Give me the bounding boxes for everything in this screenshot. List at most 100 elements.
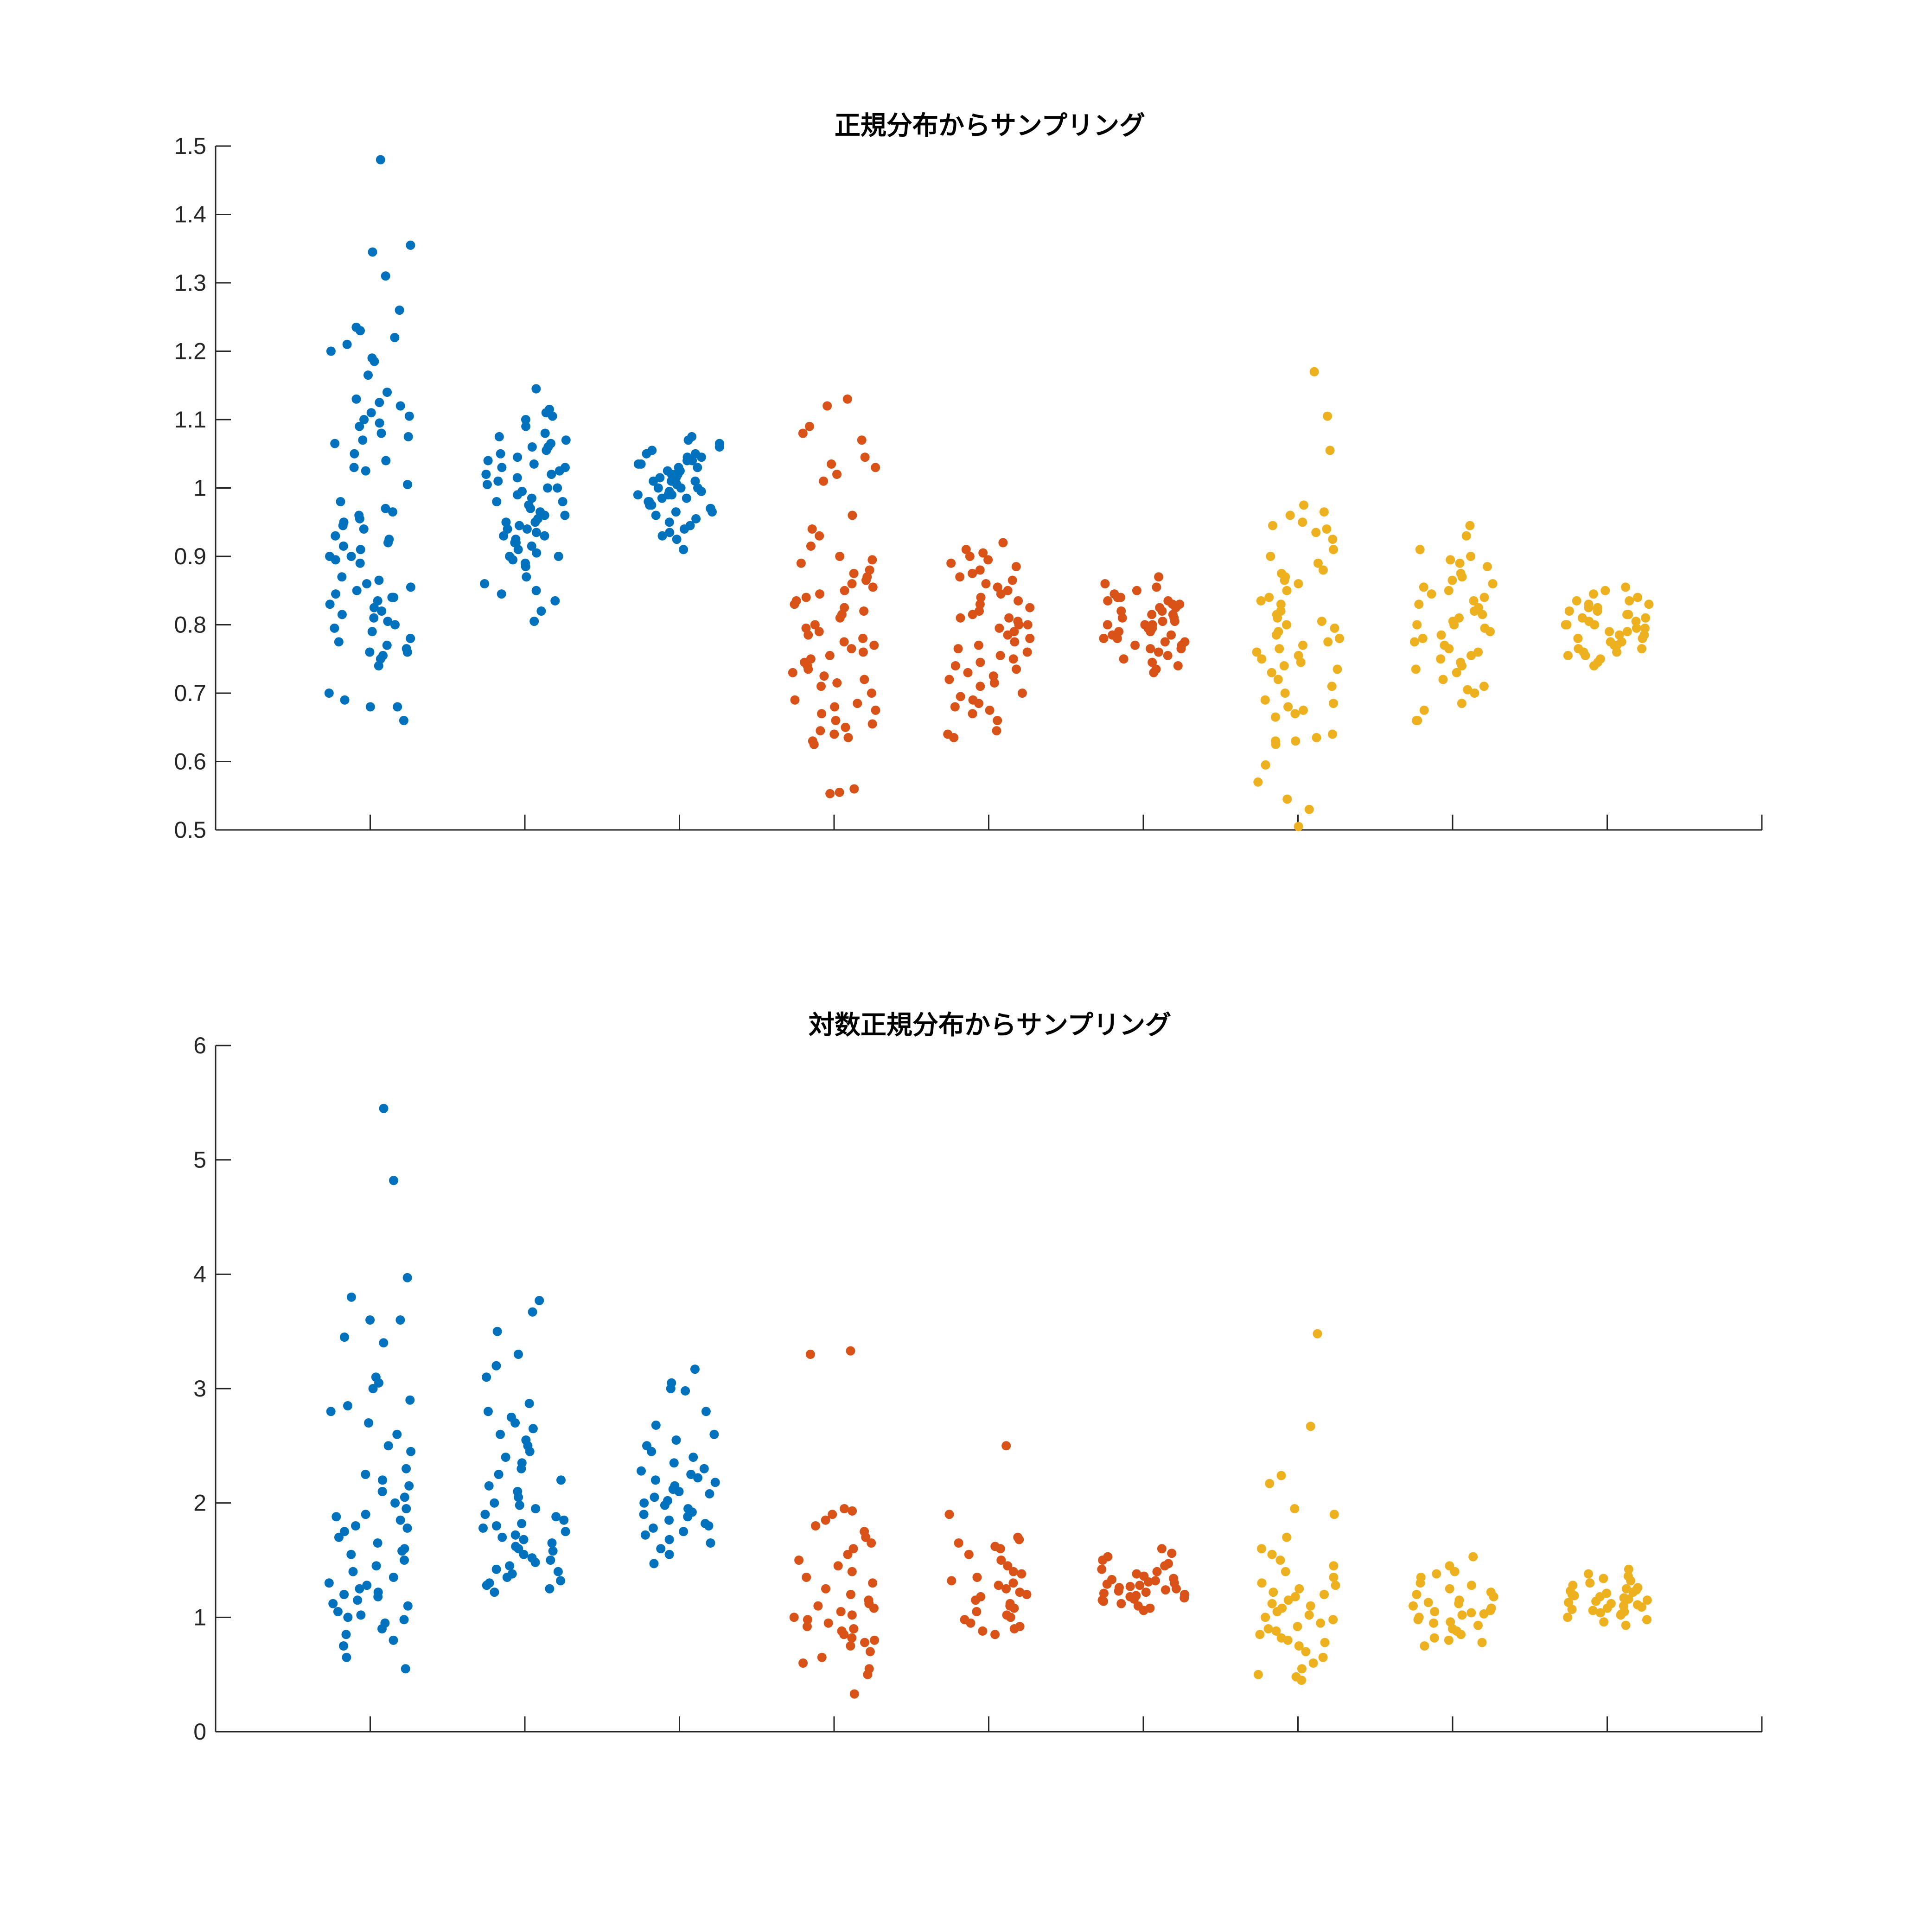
bottom-chart-data-point [1290, 1504, 1300, 1513]
top-chart-data-point [657, 531, 667, 541]
bottom-chart-data-point [1584, 1569, 1593, 1579]
top-chart-data-point [835, 787, 844, 797]
top-chart-data-point [683, 435, 693, 445]
top-chart-data-point [665, 528, 675, 537]
top-chart-data-point [867, 555, 877, 565]
top-chart-data-point [803, 630, 813, 640]
top-chart-data-point [1299, 500, 1308, 510]
top-chart-data-point [956, 692, 965, 701]
bottom-chart-data-point [333, 1607, 343, 1616]
bottom-chart-data-point [561, 1527, 570, 1537]
bottom-chart-data-point [397, 1546, 407, 1556]
top-chart-data-point [513, 453, 523, 462]
bottom-chart-data-point [1599, 1617, 1609, 1627]
top-chart-data-point [968, 610, 977, 619]
top-chart-data-point [494, 432, 504, 441]
top-chart-data-point [1012, 664, 1021, 674]
top-chart-data-point [349, 463, 359, 472]
bottom-chart-data-point [681, 1386, 690, 1396]
bottom-chart-data-point [966, 1618, 976, 1628]
bottom-chart-data-point [334, 1532, 344, 1542]
bottom-chart-data-point [556, 1475, 566, 1485]
top-chart-data-point [1119, 654, 1129, 664]
bottom-chart-data-point [1450, 1567, 1460, 1576]
top-chart-data-point [1593, 606, 1602, 616]
top-chart-data-point [1457, 572, 1467, 582]
top-chart-data-point [1415, 545, 1425, 555]
bottom-chart-data-point [379, 1103, 389, 1113]
bottom-chart-data-point [365, 1315, 375, 1325]
top-chart-data-point [1563, 650, 1573, 660]
top-chart-data-point [499, 531, 509, 541]
top-chart-data-point [848, 510, 857, 520]
top-chart-data-point [1461, 531, 1471, 541]
bottom-chart-data-point [1265, 1479, 1275, 1488]
bottom-chart-data-point [1331, 1581, 1340, 1590]
bottom-chart-data-point [1001, 1441, 1011, 1451]
top-chart-data-point [1327, 682, 1337, 691]
top-chart-data-point [963, 668, 973, 677]
top-chart-data-point [531, 384, 541, 394]
top-chart-data-point [547, 470, 556, 479]
top-chart-data-point [1478, 610, 1487, 619]
bottom-chart-data-point [528, 1424, 538, 1434]
bottom-chart-data-point [1454, 1599, 1464, 1608]
bottom-chart-data-point [849, 1689, 859, 1699]
bottom-chart-data-point [379, 1338, 389, 1348]
top-chart-data-point [1640, 623, 1650, 633]
top-chart-data-point [871, 463, 880, 472]
top-chart-data-point [555, 466, 564, 476]
bottom-chart-data-point [705, 1489, 714, 1498]
top-chart-data-point [324, 689, 334, 698]
top-chart-data-point [676, 483, 686, 493]
top-chart-data-point [1010, 637, 1020, 647]
bottom-chart-data-point [546, 1556, 555, 1565]
top-chart-data-point [1147, 610, 1157, 619]
bottom-chart-data-point [803, 1622, 812, 1632]
bottom-chart-data-point [1457, 1610, 1467, 1620]
bottom-chart-data-point [1022, 1590, 1032, 1599]
top-chart-data-point [693, 463, 702, 472]
top-chart-data-point [1479, 682, 1489, 691]
bottom-chart-data-point [389, 1176, 398, 1186]
bottom-chart-data-point [1116, 1599, 1126, 1608]
bottom-chart-data-point [1139, 1606, 1148, 1615]
bottom-chart-data-point [355, 1584, 364, 1594]
bottom-chart-data-point [849, 1624, 859, 1633]
top-chart-data-point [868, 582, 878, 592]
bottom-chart-data-point [1114, 1586, 1123, 1596]
bottom-chart-data-point [1413, 1615, 1423, 1625]
top-chart-data-point [1482, 562, 1492, 572]
top-chart-data-point [1309, 367, 1319, 376]
top-chart-data-point [823, 401, 832, 411]
top-chart-y-tick-label: 1.5 [174, 133, 206, 159]
top-chart-data-point [1296, 657, 1306, 667]
bottom-chart-y-tick-label: 6 [193, 1033, 206, 1058]
top-chart-data-point [849, 568, 859, 578]
top-chart-data-point [796, 558, 806, 568]
top-chart-data-point [388, 507, 397, 517]
bottom-chart-data-point [559, 1515, 569, 1525]
top-chart-data-point [508, 555, 518, 565]
top-chart-data-point [1130, 640, 1140, 650]
bottom-chart-data-point [1283, 1635, 1293, 1645]
bottom-chart-data-point [1412, 1590, 1422, 1599]
bottom-chart-data-point [346, 1292, 356, 1302]
top-chart-data-point [402, 647, 412, 657]
bottom-chart-data-point [1180, 1593, 1189, 1603]
top-chart-data-point [404, 411, 414, 421]
bottom-chart-data-point [706, 1538, 715, 1548]
bottom-chart-data-point [1416, 1578, 1425, 1588]
bottom-chart-data-point [528, 1307, 537, 1317]
bottom-chart-data-point [650, 1475, 660, 1485]
bottom-chart-y-tick-label: 4 [193, 1261, 206, 1287]
bottom-chart-data-point [1098, 1556, 1108, 1565]
bottom-chart-data-point [1257, 1578, 1267, 1588]
top-chart-data-point [657, 493, 667, 503]
bottom-chart-data-point [1297, 1676, 1307, 1685]
bottom-chart-data-point [339, 1641, 348, 1651]
top-chart-data-point [1154, 572, 1164, 582]
top-chart-data-point [867, 719, 877, 729]
top-chart-data-point [356, 326, 365, 336]
top-chart-data-point [995, 650, 1005, 660]
